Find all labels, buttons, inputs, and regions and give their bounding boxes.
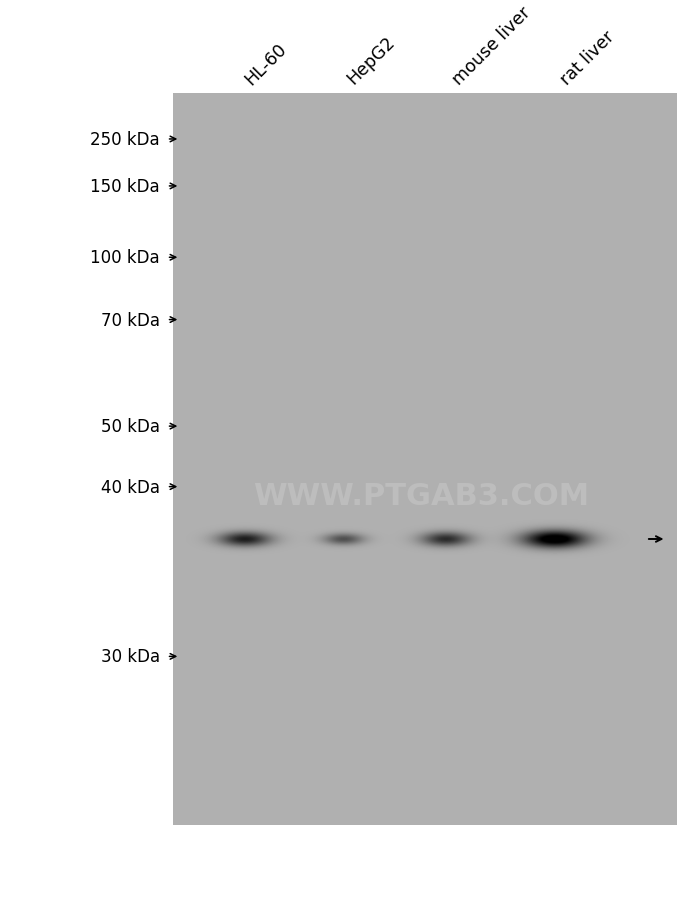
Text: rat liver: rat liver xyxy=(558,27,619,88)
Text: 30 kDa: 30 kDa xyxy=(101,648,160,666)
Text: 150 kDa: 150 kDa xyxy=(90,178,160,196)
Text: WWW.PTGAB3.COM: WWW.PTGAB3.COM xyxy=(254,482,590,511)
Text: 40 kDa: 40 kDa xyxy=(101,478,160,496)
Text: 70 kDa: 70 kDa xyxy=(101,311,160,329)
Text: mouse liver: mouse liver xyxy=(449,4,534,88)
Text: 250 kDa: 250 kDa xyxy=(90,131,160,149)
Text: HL-60: HL-60 xyxy=(241,40,290,88)
Text: HepG2: HepG2 xyxy=(343,33,398,88)
Text: 100 kDa: 100 kDa xyxy=(90,249,160,267)
Text: 50 kDa: 50 kDa xyxy=(101,418,160,436)
